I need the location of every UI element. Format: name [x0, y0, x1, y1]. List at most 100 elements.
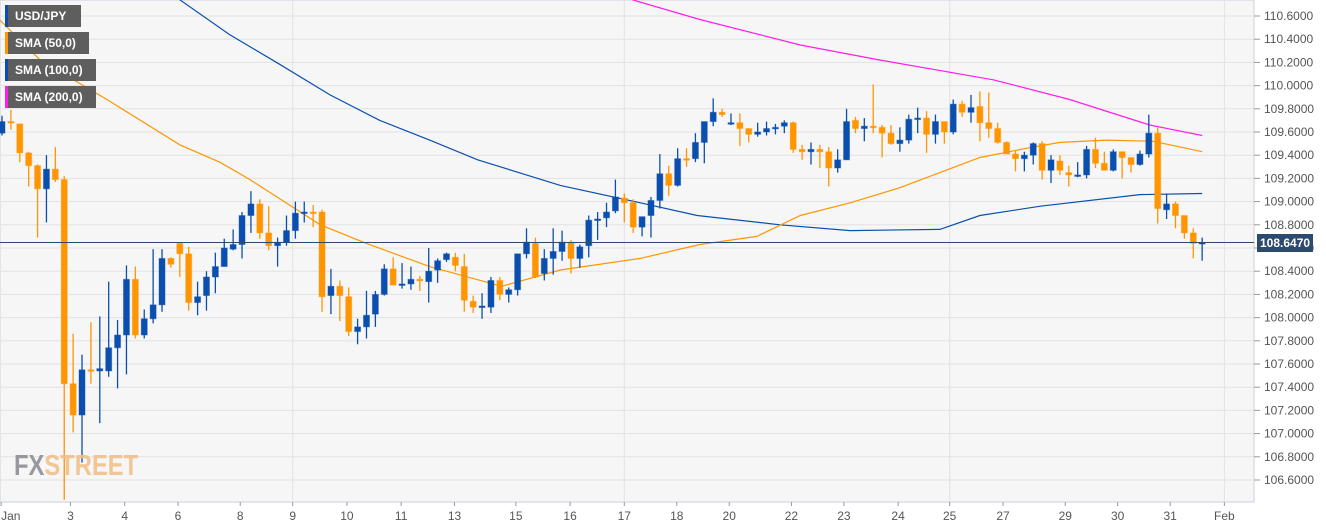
candle-body: [1091, 148, 1099, 164]
candle-body: [763, 128, 771, 133]
candle-body: [860, 125, 868, 130]
y-tick-label: 108.0000: [1264, 311, 1314, 325]
y-axis: 110.6000 110.4000 110.2000 110.0000 109.8000…: [1254, 9, 1314, 487]
candle-body: [185, 253, 193, 304]
bullish-candle: [611, 179, 619, 214]
bearish-candle: [718, 108, 726, 117]
bearish-candle: [1091, 137, 1099, 168]
bullish-candle: [371, 290, 379, 327]
candle-body: [647, 199, 655, 217]
candle-body: [380, 268, 388, 295]
candle-body: [1065, 172, 1073, 176]
candle-body: [985, 122, 993, 130]
legend-sma100[interactable]: SMA (100,0): [5, 59, 96, 81]
candle-body: [416, 278, 424, 282]
candle-body: [247, 203, 255, 217]
candle-body: [1109, 151, 1117, 171]
bullish-candle: [443, 252, 450, 262]
candle-body: [114, 334, 122, 349]
bullish-candle: [0, 115, 6, 136]
candle-body: [42, 168, 50, 190]
legend-sma200-label: SMA (200,0): [15, 90, 83, 104]
bearish-candle: [976, 91, 984, 142]
bullish-candle: [638, 216, 646, 237]
bearish-candle: [869, 84, 877, 134]
legend-symbol[interactable]: USD/JPY: [5, 5, 81, 27]
candle-body: [78, 369, 86, 416]
candle-body: [851, 119, 859, 130]
sma50-line: [0, 19, 1203, 287]
candle-body: [896, 139, 904, 145]
bearish-candle: [629, 199, 637, 233]
legend-sma200[interactable]: SMA (200,0): [5, 86, 96, 108]
bullish-candle: [229, 229, 237, 251]
candle-body: [780, 122, 788, 127]
bullish-candle: [656, 154, 664, 209]
candle-body: [789, 122, 797, 150]
candle-body: [291, 212, 299, 232]
bullish-candle: [505, 287, 513, 303]
bearish-candle: [1038, 141, 1046, 180]
candle-body: [336, 285, 344, 297]
bullish-candle: [549, 228, 557, 275]
bearish-candle: [923, 111, 931, 153]
bullish-candle: [727, 113, 735, 126]
y-tick-label: 110.0000: [1264, 79, 1313, 93]
y-tick-label: 109.8000: [1264, 102, 1314, 116]
x-tick-label: 18: [670, 509, 684, 523]
bearish-candle: [1189, 228, 1197, 259]
bullish-candle: [1083, 145, 1091, 179]
candle-body: [469, 300, 477, 308]
y-tick-label: 110.2000: [1264, 55, 1313, 69]
bullish-candle: [202, 271, 210, 311]
candle-body: [567, 241, 575, 259]
candle-body: [558, 241, 566, 252]
candle-body: [549, 250, 557, 259]
bearish-candle: [256, 199, 264, 239]
candle-body: [194, 296, 202, 304]
bullish-candle: [700, 121, 708, 164]
bearish-candle: [816, 144, 824, 168]
x-tick-label: 9: [289, 509, 296, 523]
bearish-candle: [460, 253, 468, 312]
bearish-candle: [496, 277, 504, 301]
x-tick-label: 30: [1111, 509, 1125, 523]
candle-body: [1163, 203, 1171, 211]
candle-body: [1011, 153, 1019, 160]
bullish-candle: [425, 248, 433, 303]
plot-area: [0, 0, 1255, 503]
bullish-candle: [860, 118, 868, 142]
candle-body: [407, 278, 415, 285]
candle-body: [1171, 203, 1179, 217]
candle-body: [531, 242, 539, 278]
bearish-candle: [1056, 155, 1064, 175]
bullish-candle: [434, 258, 442, 283]
candle-body: [905, 118, 913, 141]
bearish-candle: [940, 121, 948, 144]
candle-body: [674, 158, 682, 186]
x-tick-label: 31: [1163, 509, 1177, 523]
candle-body: [745, 128, 753, 135]
sma100-line: [179, 0, 1203, 232]
x-tick-label: Jan: [1, 509, 20, 523]
legend-sma50[interactable]: SMA (50,0): [5, 32, 89, 54]
candle-body: [691, 141, 699, 160]
candle-body: [354, 326, 362, 333]
y-tick-label: 109.0000: [1264, 195, 1314, 209]
moving-averages: [0, 0, 1203, 287]
y-tick-label: 110.4000: [1264, 32, 1313, 46]
bearish-candle: [985, 92, 993, 138]
watermark-fx: FX: [14, 450, 45, 482]
candle-body: [1145, 132, 1153, 155]
candle-body: [1100, 162, 1108, 171]
bullish-candle: [967, 94, 975, 123]
candle-body: [700, 121, 708, 143]
bullish-candle: [238, 212, 246, 259]
candle-body: [1154, 132, 1162, 210]
bullish-candle: [487, 277, 495, 313]
bearish-candle: [851, 116, 859, 134]
bearish-candle: [1180, 215, 1188, 239]
bearish-candle: [416, 275, 424, 291]
bullish-candle: [211, 252, 219, 294]
